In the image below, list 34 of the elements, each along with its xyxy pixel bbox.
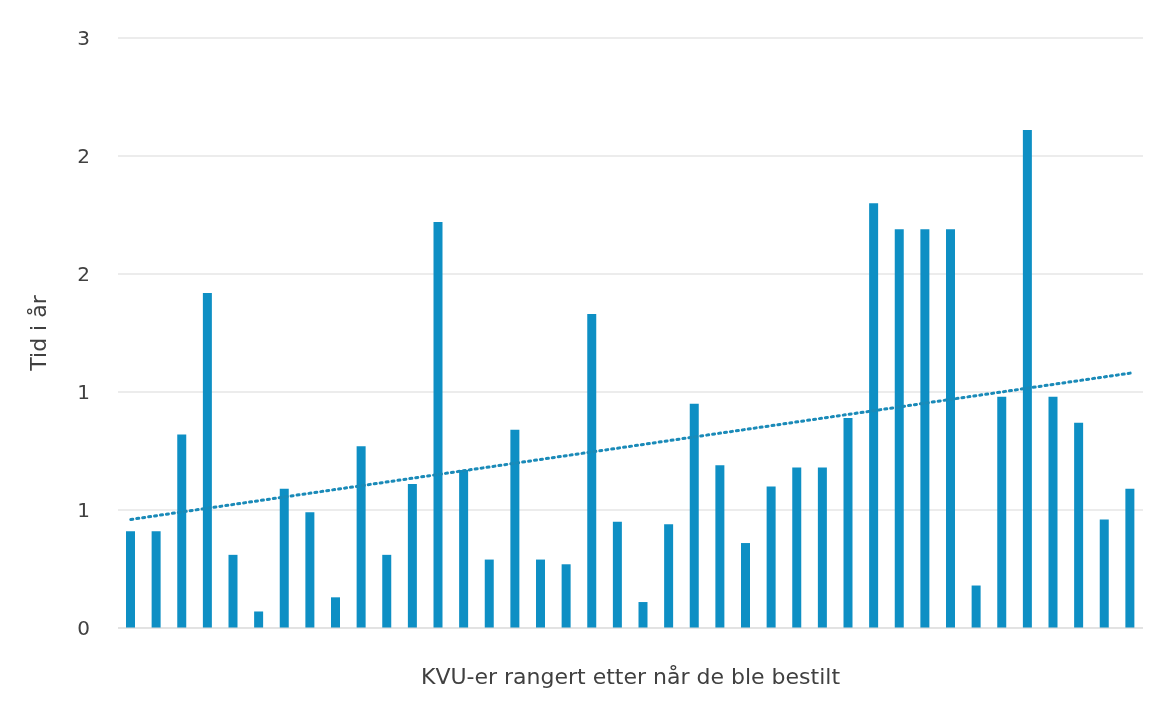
bar: [151, 531, 161, 628]
y-tick-label: 2: [77, 144, 90, 169]
bar: [126, 531, 135, 628]
bar: [792, 467, 802, 628]
bar: [1099, 519, 1109, 628]
y-tick-label: 0: [77, 616, 90, 641]
bar: [1125, 488, 1135, 628]
y-tick-label: 1: [77, 498, 90, 523]
y-axis-title: Tid i år: [25, 294, 51, 372]
bar: [536, 559, 545, 628]
bar: [612, 521, 622, 628]
bar: [638, 602, 648, 628]
bar: [1074, 422, 1084, 628]
x-axis-title: KVU-er rangert etter når de ble bestilt: [420, 663, 841, 689]
y-tick-label: 1: [77, 380, 90, 405]
bar: [254, 611, 264, 628]
bar: [817, 467, 827, 628]
bar: [407, 484, 417, 628]
bar: [664, 524, 674, 628]
bar: [484, 559, 494, 628]
bar: [741, 543, 750, 628]
bar: [228, 554, 238, 628]
y-tick-label: 3: [77, 26, 90, 51]
bar: [1048, 396, 1058, 628]
bar: [305, 512, 315, 628]
bar: [331, 597, 340, 628]
bar: [971, 585, 981, 628]
bar: [561, 564, 571, 628]
bar: [843, 417, 853, 628]
y-tick-label: 2: [77, 262, 90, 287]
bar: [715, 465, 725, 628]
bar: [997, 396, 1007, 628]
bar: [766, 486, 776, 628]
bar: [382, 554, 392, 628]
